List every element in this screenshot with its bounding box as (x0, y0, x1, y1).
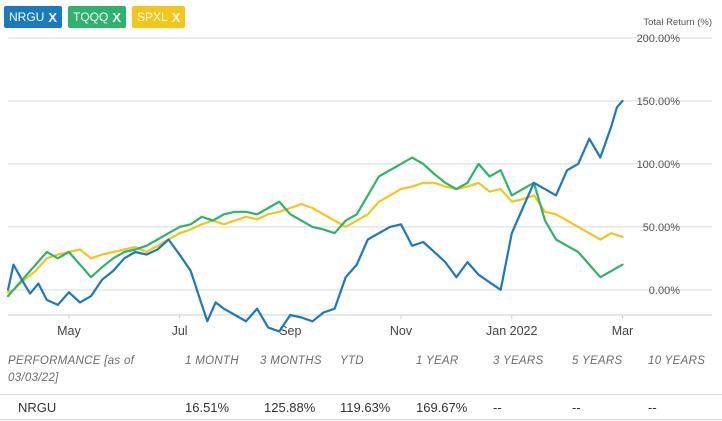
col-5-years: 5 YEARS (572, 355, 623, 367)
col-1-month: 1 MONTH (185, 355, 239, 367)
y-tick-label: 50.00% (643, 222, 681, 234)
remove-series-icon[interactable]: X (112, 9, 122, 25)
y-tick-label: 100.00% (637, 159, 681, 171)
legend-label: TQQQ (73, 10, 109, 24)
y-tick-label: 0.00% (649, 285, 680, 297)
y-tick-label: 150.00% (637, 96, 681, 108)
x-tick-label: Sep (279, 324, 301, 338)
x-tick-label: Jul (172, 324, 188, 338)
remove-series-icon[interactable]: X (171, 9, 181, 25)
row-ticker: NRGU (18, 400, 57, 415)
series-line-spxl (6, 181, 624, 294)
x-tick-label: May (57, 324, 81, 338)
legend-chip-spxl[interactable]: SPXL X (132, 6, 186, 28)
row-5-years: -- (572, 400, 581, 415)
legend-chip-tqqq[interactable]: TQQQ X (68, 6, 127, 28)
col-ytd: YTD (340, 355, 364, 367)
row-3-months: 125.88% (264, 400, 316, 415)
x-tick-label: Jan 2022 (486, 324, 537, 338)
row-ytd: 119.63% (340, 400, 391, 415)
performance-date: 03/03/22] (8, 372, 59, 384)
col-3-months: 3 MONTHS (260, 355, 322, 367)
x-tick-label: Nov (390, 324, 413, 338)
legend-chip-nrgu[interactable]: NRGU X (4, 6, 63, 28)
table-row: NRGU 16.51% 125.88% 119.63% 169.67% -- -… (0, 394, 722, 420)
row-1-month: 16.51% (185, 400, 230, 415)
y-tick-label: 200.00% (637, 33, 681, 45)
y-axis-title: Total Return (%) (643, 17, 712, 28)
performance-header: PERFORMANCE [as of 03/03/22] 1 MONTH 3 M… (0, 355, 722, 391)
x-tick-label: Mar (612, 324, 634, 338)
remove-series-icon[interactable]: X (48, 9, 58, 25)
legend-label: NRGU (9, 10, 45, 24)
legend-label: SPXL (137, 10, 168, 24)
performance-line-chart: 200.00% 150.00% 100.00% 50.00% 0.00% Total Re… (6, 17, 712, 338)
series-line-nrgu (6, 99, 624, 333)
row-1-year: 169.67% (416, 400, 468, 415)
col-10-years: 10 YEARS (648, 355, 706, 367)
row-10-years: -- (648, 400, 657, 415)
legend: NRGU X TQQQ X SPXL X (4, 6, 186, 28)
performance-label: PERFORMANCE [as of (8, 355, 135, 367)
row-3-years: -- (493, 400, 502, 415)
series-line-tqqq (6, 156, 624, 298)
col-3-years: 3 YEARS (493, 355, 544, 367)
col-1-year: 1 YEAR (416, 355, 459, 367)
